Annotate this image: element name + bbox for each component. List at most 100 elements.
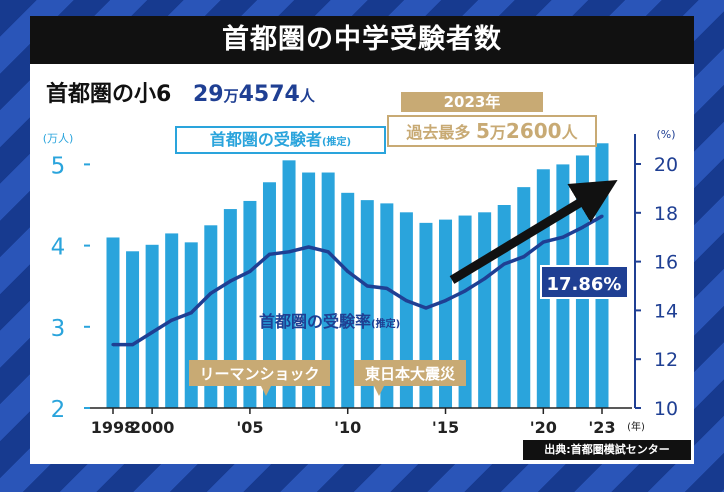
earthquake-tag-box <box>354 360 466 386</box>
rate-point-2016 <box>463 289 467 293</box>
right-tick-label: 18 <box>654 203 678 225</box>
bar-2000 <box>145 244 159 408</box>
rate-point-2008 <box>307 245 311 249</box>
earthquake-tag-label: 東日本大震災 <box>365 365 456 383</box>
x-tick-label: '23 <box>588 418 615 437</box>
rate-point-2010 <box>346 269 350 273</box>
rate-badge-box <box>540 265 629 299</box>
bar-2005 <box>243 200 257 408</box>
right-tick-label: 20 <box>654 154 678 176</box>
bar-2013 <box>399 212 413 408</box>
extras-group: 首都圏の受験率(推定) 17.86% リーマンショック 東日本大震災 <box>189 179 629 396</box>
subtitle-count: 29万4574人 <box>193 82 315 107</box>
callout-unit2: 人 <box>561 123 578 142</box>
callout-value1: 5 <box>475 119 490 143</box>
rate-point-2006 <box>267 252 272 256</box>
callout-box: 過去最多 5万2600人 <box>387 115 597 147</box>
lehman-tag-pointer <box>261 386 271 396</box>
rate-point-2019 <box>522 255 526 259</box>
right-tick-label: 12 <box>654 349 678 371</box>
right-tick-label: 14 <box>654 300 678 322</box>
subtitle-count-rest: 4574 <box>238 82 300 107</box>
rate-point-2001 <box>170 318 174 322</box>
bar-2011 <box>360 200 374 408</box>
bar-2007 <box>282 160 296 408</box>
callout-unit1: 万 <box>489 123 506 142</box>
trend-arrow <box>449 179 618 284</box>
bar-1998 <box>106 237 120 408</box>
subtitle-count-main: 29 <box>192 82 224 107</box>
x-axis-unit: (年) <box>627 420 645 433</box>
rate-point-2020 <box>541 240 545 244</box>
callout-value2: 2600 <box>505 119 562 143</box>
rate-point-2012 <box>385 286 389 291</box>
bar-2008 <box>302 172 316 408</box>
rate-point-1999 <box>130 342 135 347</box>
x-tick-label: 1998 <box>91 418 136 437</box>
line-series-name: 首都圏の受験率 <box>259 312 371 331</box>
x-tick-label: '10 <box>334 418 361 437</box>
rate-point-2018 <box>502 262 506 266</box>
left-tick-label: 5 <box>51 153 66 179</box>
legend-bar-series: 首都圏の受験者(推定) <box>175 126 386 154</box>
bar-2010 <box>341 192 355 408</box>
rate-point-2007 <box>287 250 291 254</box>
left-tick-label: 3 <box>51 316 66 342</box>
page-title: 首都圏の中学受験者数 <box>30 16 694 64</box>
rate-point-2004 <box>228 279 232 283</box>
rate-point-2011 <box>365 284 369 288</box>
rate-point-2002 <box>189 311 193 315</box>
subtitle-count-unit2: 人 <box>299 87 315 105</box>
x-tick-label: '05 <box>236 418 263 437</box>
right-tick-label: 10 <box>654 398 678 420</box>
rate-point-2023 <box>600 214 604 218</box>
bar-2009 <box>321 172 335 408</box>
line-series-note: (推定) <box>371 317 400 330</box>
bar-2019 <box>517 187 531 408</box>
bar-2006 <box>262 182 276 408</box>
subtitle: 首都圏の小6 29万4574人 <box>46 76 315 108</box>
bar-1999 <box>126 251 140 408</box>
bar-2012 <box>380 203 394 408</box>
earthquake-tag-pointer <box>374 386 384 396</box>
x-tick-label: 2000 <box>130 418 175 437</box>
rate-point-2021 <box>561 235 565 239</box>
bar-2016 <box>458 215 472 408</box>
bar-2017 <box>478 212 492 408</box>
left-tick-label: 4 <box>51 235 66 261</box>
left-tick-label: 2 <box>51 397 66 423</box>
subtitle-count-unit1: 万 <box>223 87 239 105</box>
line-group <box>111 214 604 347</box>
bars-group <box>106 143 609 408</box>
right-tick-label: 16 <box>654 252 678 274</box>
callout-year: 2023年 <box>401 92 543 112</box>
rate-point-2022 <box>580 225 585 230</box>
lehman-tag-label: リーマンショック <box>199 365 319 383</box>
lehman-tag-box <box>189 360 330 386</box>
rate-point-2009 <box>326 250 330 254</box>
right-axis-unit: (%) <box>656 128 675 141</box>
bar-2004 <box>223 209 237 408</box>
rate-point-2013 <box>404 299 408 303</box>
rate-line <box>113 214 603 347</box>
subtitle-label: 首都圏の小6 <box>46 82 172 107</box>
rate-point-2017 <box>483 277 487 281</box>
source-label: 出典:首都圏模試センター <box>523 440 691 460</box>
line-series-label: 首都圏の受験率(推定) <box>259 312 400 331</box>
rate-point-2015 <box>443 299 448 303</box>
rate-point-2014 <box>424 306 428 310</box>
rate-point-1998 <box>111 342 115 347</box>
legend-bar-note: (推定) <box>321 137 352 148</box>
rate-point-2003 <box>209 291 213 295</box>
x-tick-label: '20 <box>530 418 557 437</box>
bar-2018 <box>497 205 511 408</box>
rate-point-2000 <box>150 330 154 334</box>
callout-prefix: 過去最多 <box>406 123 471 142</box>
x-tick-label: '15 <box>432 418 459 437</box>
rate-point-2005 <box>248 269 252 273</box>
left-axis-unit: (万人) <box>43 132 74 145</box>
rate-badge-label: 17.86% <box>547 274 622 295</box>
legend-bar-label: 首都圏の受験者 <box>209 130 322 149</box>
